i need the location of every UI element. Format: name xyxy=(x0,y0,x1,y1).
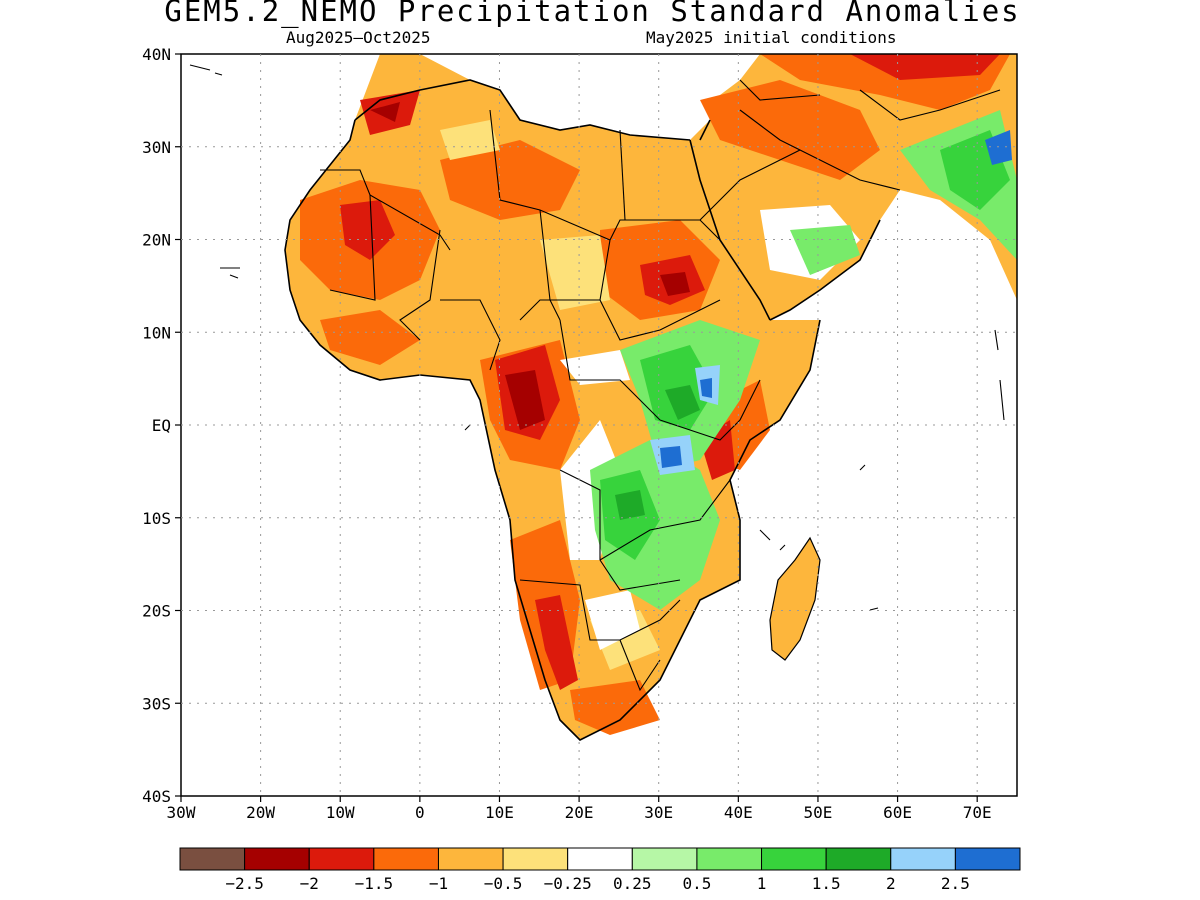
longitude-labels: 30W 20W 10W 0 10E 20E 30E 40E 50E 60E 70E xyxy=(167,803,992,822)
legend-label: 2.5 xyxy=(941,874,970,893)
legend-swatch xyxy=(825,847,892,871)
valid-period-label: Aug2025–Oct2025 xyxy=(286,28,431,47)
lat-tick-label: 30S xyxy=(142,694,171,713)
legend-swatch xyxy=(631,847,698,871)
lon-tick-label: 30W xyxy=(167,803,196,822)
legend-swatch xyxy=(502,847,569,871)
islands xyxy=(189,64,1005,611)
lat-tick-label: EQ xyxy=(152,416,171,435)
legend-swatch xyxy=(244,847,310,871)
lat-tick-label: 20N xyxy=(142,231,171,250)
legend-label: −1 xyxy=(429,874,448,893)
lon-tick-label: 40E xyxy=(724,803,753,822)
country-borders xyxy=(320,79,1001,692)
lon-tick-label: 20W xyxy=(246,803,275,822)
lon-tick-label: 70E xyxy=(963,803,992,822)
latitude-labels: 40N 30N 20N 10N EQ 10S 20S 30S 40S xyxy=(142,45,171,806)
legend-label: 0.25 xyxy=(613,874,652,893)
lon-tick-label: 10W xyxy=(326,803,355,822)
lon-tick-label: 60E xyxy=(883,803,912,822)
legend-label: −1.5 xyxy=(355,874,394,893)
lat-tick-label: 10S xyxy=(142,509,171,528)
legend-swatch xyxy=(567,847,633,871)
axis-ticks xyxy=(175,53,978,802)
legend-swatch xyxy=(373,847,439,871)
legend-swatch xyxy=(954,847,1021,871)
lon-tick-label: 10E xyxy=(485,803,514,822)
legend-swatch xyxy=(437,847,504,871)
weak-dry-zones xyxy=(440,120,660,670)
extreme-wet-dark xyxy=(660,130,1012,468)
very-wet-zones xyxy=(615,385,700,520)
extreme-dry-zones xyxy=(370,102,690,430)
lat-tick-label: 10N xyxy=(142,323,171,342)
legend-label: −2 xyxy=(300,874,319,893)
legend-swatch xyxy=(696,847,763,871)
madagascar xyxy=(769,536,821,661)
legend-label: −2.5 xyxy=(225,874,264,893)
coastline xyxy=(284,79,881,741)
lat-tick-label: 30N xyxy=(142,138,171,157)
lon-tick-label: 50E xyxy=(803,803,832,822)
chart-title: GEM5.2_NEMO Precipitation Standard Anoma… xyxy=(164,0,1021,28)
legend-label: 2 xyxy=(886,874,896,893)
legend-swatch xyxy=(308,847,375,871)
lon-tick-label: 20E xyxy=(565,803,594,822)
legend-label: −0.25 xyxy=(544,874,592,893)
legend-swatch xyxy=(890,847,956,871)
legend-label: 1 xyxy=(757,874,767,893)
legend-label: 1.5 xyxy=(812,874,841,893)
initial-conditions-label: May2025 initial conditions xyxy=(646,28,897,47)
lon-tick-label: 0 xyxy=(415,803,425,822)
legend-swatch xyxy=(179,847,246,871)
lat-lon-grid xyxy=(181,54,1017,796)
lon-tick-label: 30E xyxy=(644,803,673,822)
legend-label: −0.5 xyxy=(484,874,523,893)
lat-tick-label: 20S xyxy=(142,602,171,621)
legend-label: 0.5 xyxy=(682,874,711,893)
legend-swatch xyxy=(761,847,827,871)
lat-tick-label: 40S xyxy=(142,787,171,806)
color-legend: −2.5 −2 −1.5 −1 −0.5 −0.25 0.25 0.5 1 1.5 2 2.5 xyxy=(179,847,1021,893)
lat-tick-label: 40N xyxy=(142,45,171,64)
